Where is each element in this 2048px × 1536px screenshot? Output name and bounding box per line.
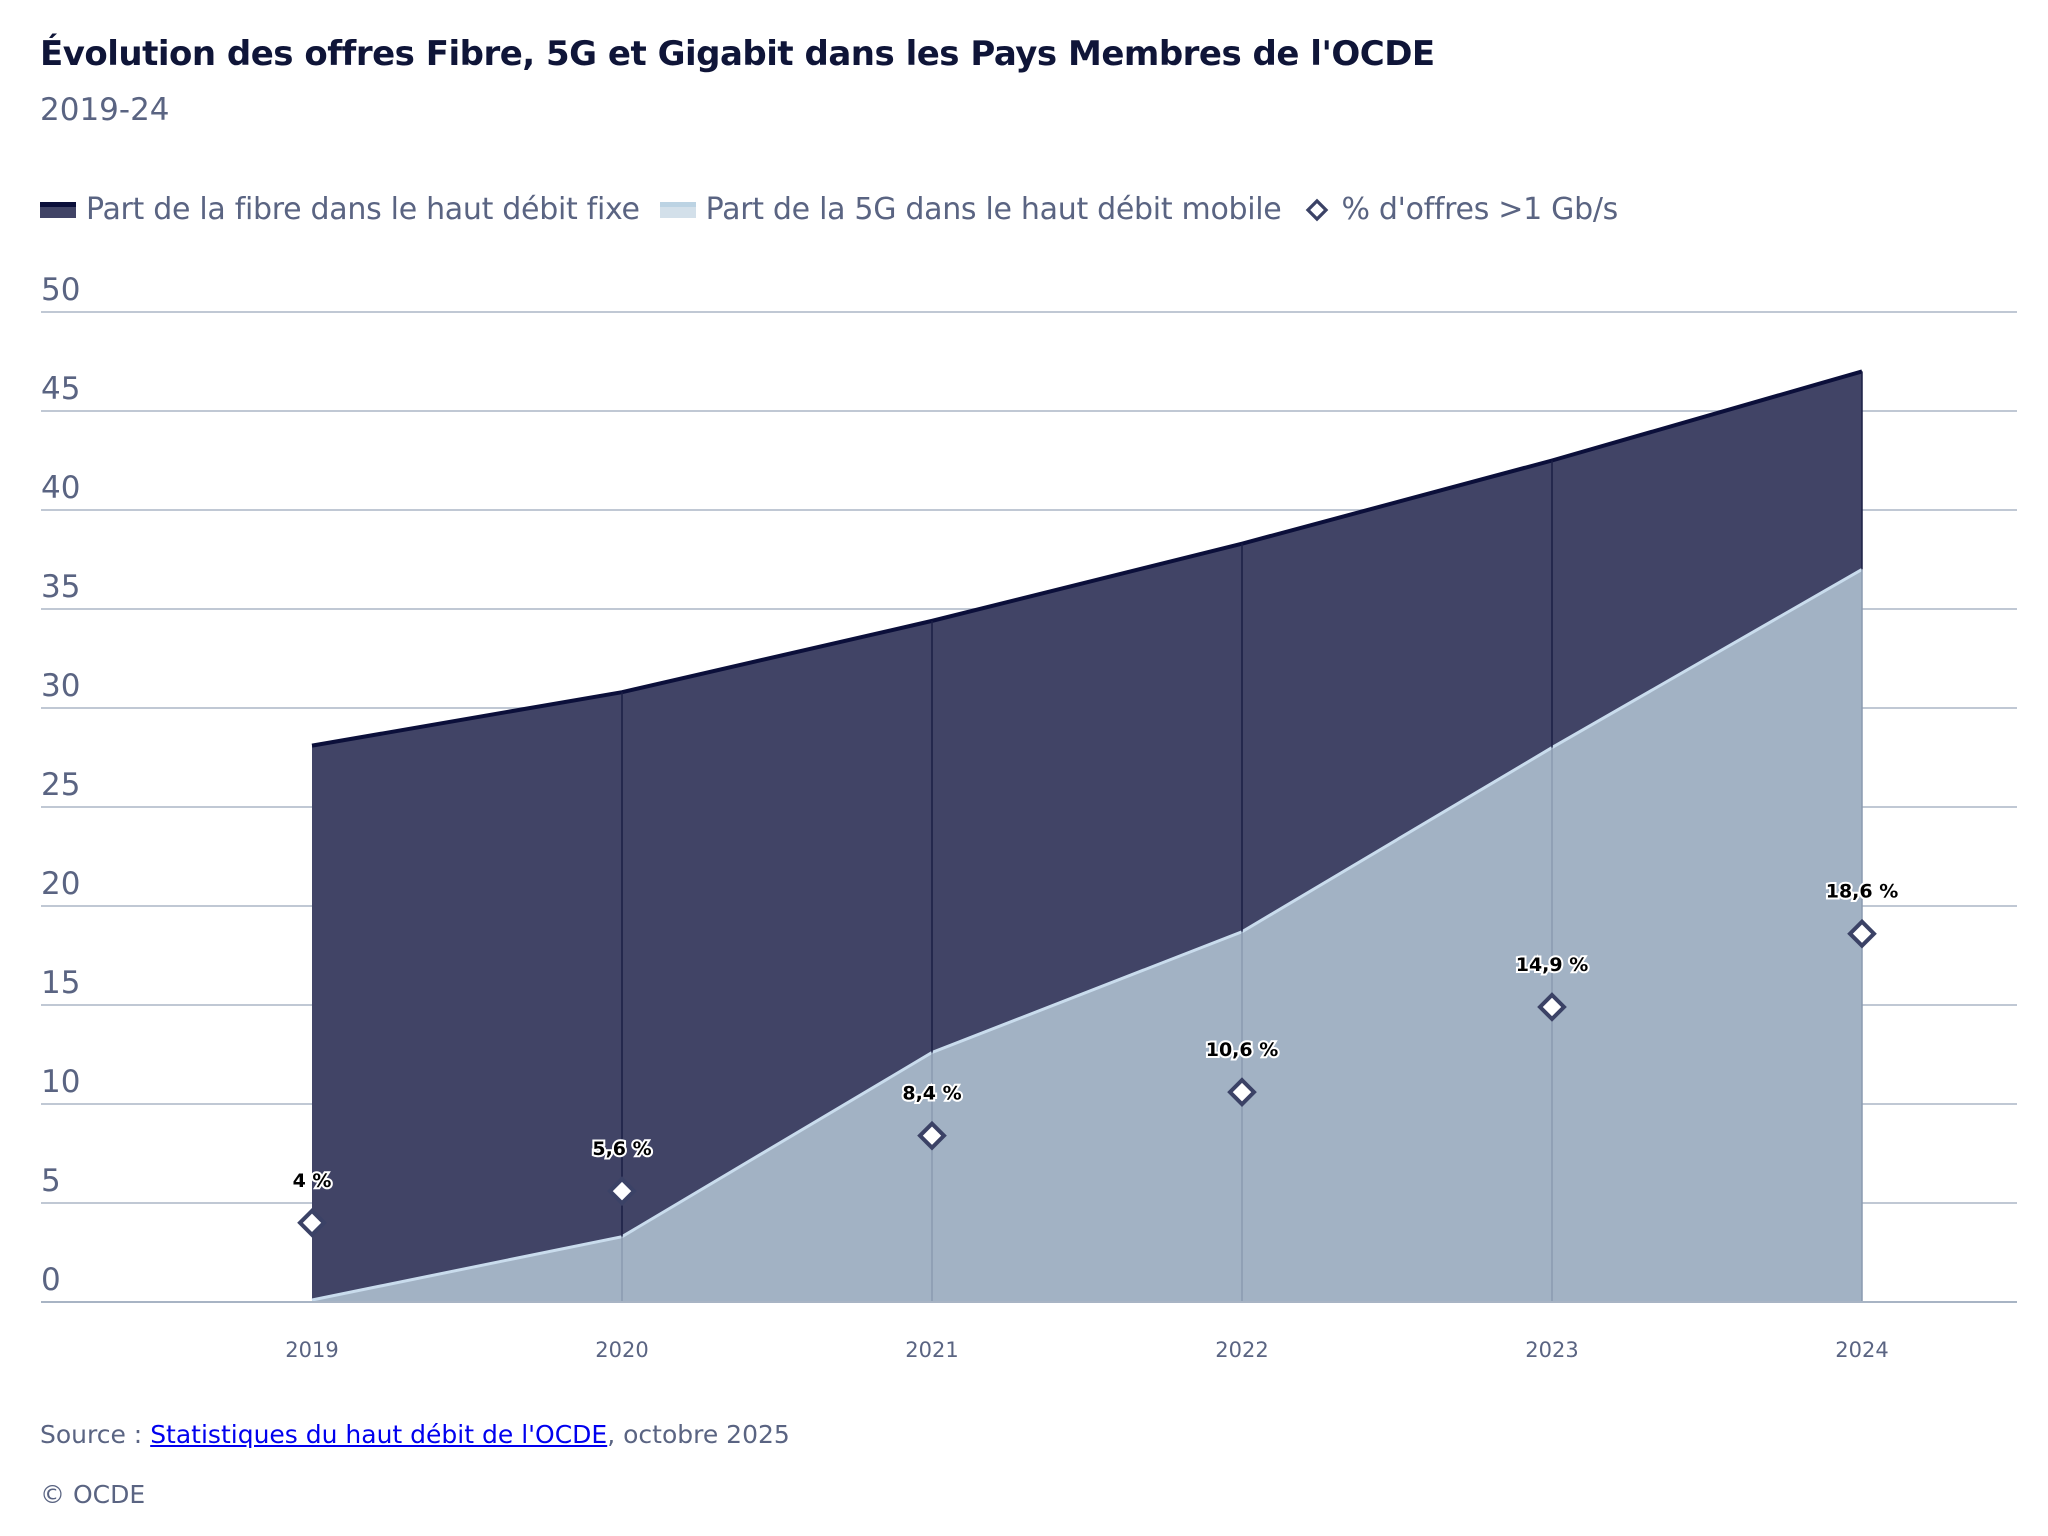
gigabit-diamond-marker — [1227, 1077, 1257, 1107]
gigabit-data-label: 18,6 % — [1826, 881, 1899, 903]
gigabit-data-label: 8,4 % — [902, 1083, 961, 1105]
legend: Part de la fibre dans le haut débit fixe… — [40, 192, 1638, 227]
y-tick-label: 30 — [41, 668, 80, 704]
source-link[interactable]: Statistiques du haut débit de l'OCDE — [150, 1420, 608, 1449]
fibre-line — [311, 369, 1863, 748]
x-tick-label: 2023 — [1525, 1338, 1578, 1362]
chart-subtitle: 2019-24 — [40, 92, 170, 128]
legend-label-fibre: Part de la fibre dans le haut débit fixe — [86, 192, 640, 227]
source-note: Source : Statistiques du haut débit de l… — [40, 1420, 790, 1449]
gigabit-diamond-marker — [297, 1207, 327, 1238]
y-tick-label: 0 — [41, 1262, 61, 1298]
copyright: © OCDE — [40, 1480, 146, 1509]
gigabit-data-label: 5,6 % — [592, 1138, 651, 1160]
x-tick-label: 2019 — [285, 1338, 338, 1362]
y-tick-label: 15 — [41, 965, 80, 1001]
gigabit-diamond-marker — [917, 1120, 947, 1151]
y-tick-label: 40 — [41, 470, 80, 506]
source-suffix: , octobre 2025 — [607, 1420, 790, 1449]
y-tick-label: 10 — [41, 1064, 80, 1100]
legend-item-5g[interactable]: Part de la 5G dans le haut débit mobile — [659, 192, 1282, 227]
legend-item-gigabit[interactable]: % d'offres >1 Gb/s — [1301, 192, 1618, 227]
gigabit-diamond-marker — [1847, 918, 1877, 949]
fibre-swatch-icon — [40, 201, 76, 218]
x-tick-label: 2021 — [905, 1338, 958, 1362]
gigabit-data-label: 14,9 % — [1516, 954, 1589, 976]
y-tick-label: 50 — [41, 272, 80, 308]
x-tick-label: 2024 — [1835, 1338, 1888, 1362]
y-tick-label: 20 — [41, 866, 80, 902]
5g-area — [312, 569, 1862, 1302]
y-tick-label: 5 — [41, 1163, 61, 1199]
chart-area: 0 5 10 15 20 25 30 35 40 45 50 2019 2020 2021 2022 2023… — [41, 272, 2017, 1362]
legend-item-fibre[interactable]: Part de la fibre dans le haut débit fixe — [40, 192, 640, 227]
5g-swatch-icon — [659, 201, 696, 218]
x-tick-label: 2022 — [1215, 1338, 1268, 1362]
source-prefix: Source : — [40, 1420, 151, 1449]
chart-title: Évolution des offres Fibre, 5G et Gigabi… — [40, 34, 1435, 74]
gigabit-diamond-marker — [1537, 992, 1567, 1022]
legend-label-gigabit: % d'offres >1 Gb/s — [1341, 192, 1618, 227]
y-tick-label: 45 — [41, 371, 80, 407]
y-tick-label: 25 — [41, 767, 80, 803]
y-tick-label: 35 — [41, 569, 80, 605]
gigabit-data-label: 10,6 % — [1206, 1039, 1279, 1061]
legend-label-5g: Part de la 5G dans le haut débit mobile — [705, 192, 1282, 227]
gigabit-diamond-marker — [607, 1176, 637, 1206]
5g-line — [311, 568, 1863, 1302]
x-tick-label: 2020 — [595, 1338, 648, 1362]
gigabit-data-label: 4 % — [293, 1170, 332, 1192]
